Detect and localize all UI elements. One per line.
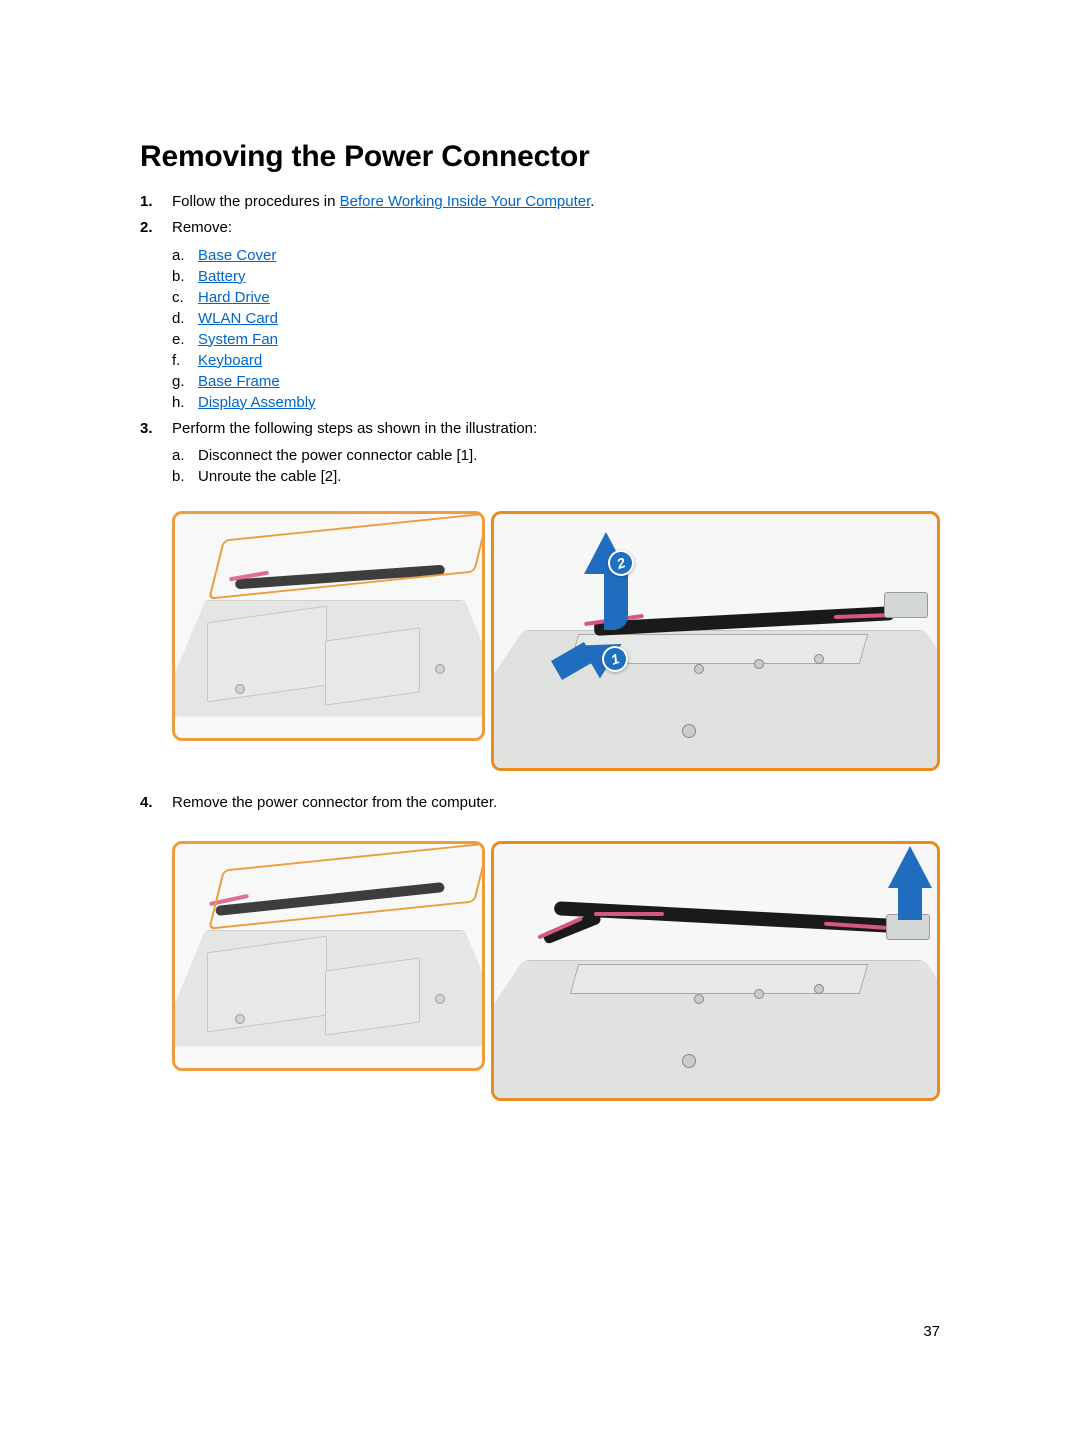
step-4: Remove the power connector from the comp… [140,793,940,1101]
figure-1-detail: 1 2 [491,511,940,771]
sub-wlan-card: WLAN Card [172,308,940,329]
step-3: Perform the following steps as shown in … [140,419,940,771]
figure-2-overview [172,841,485,1071]
page-number: 37 [923,1323,940,1340]
sub-base-frame: Base Frame [172,371,940,392]
link-wlan-card[interactable]: WLAN Card [198,310,278,327]
sub-unroute: Unroute the cable [2]. [172,466,940,487]
link-before-working[interactable]: Before Working Inside Your Computer [340,193,591,210]
page-heading: Removing the Power Connector [140,140,940,174]
sub-disconnect: Disconnect the power connector cable [1]… [172,445,940,466]
step-1-suffix: . [590,193,594,210]
link-base-frame[interactable]: Base Frame [198,373,280,390]
procedure-list: Follow the procedures in Before Working … [140,192,940,1101]
step-1-prefix: Follow the procedures in [172,193,340,210]
link-base-cover[interactable]: Base Cover [198,247,276,264]
sub-keyboard: Keyboard [172,350,940,371]
step-4-text: Remove the power connector from the comp… [172,794,497,811]
sub-hard-drive: Hard Drive [172,287,940,308]
link-display-assembly[interactable]: Display Assembly [198,394,316,411]
figure-1-overview [172,511,485,741]
sub-base-cover: Base Cover [172,245,940,266]
remove-sublist: Base Cover Battery Hard Drive WLAN Card … [172,245,940,413]
step-3-label: Perform the following steps as shown in … [172,420,537,437]
step-1: Follow the procedures in Before Working … [140,192,940,212]
figure-row-2 [172,841,940,1101]
sub-system-fan: System Fan [172,329,940,350]
step-2-label: Remove: [172,219,232,236]
link-hard-drive[interactable]: Hard Drive [198,289,270,306]
sub-battery: Battery [172,266,940,287]
figure-2-detail [491,841,940,1101]
figure-row-1: 1 2 [172,511,940,771]
link-keyboard[interactable]: Keyboard [198,352,262,369]
link-battery[interactable]: Battery [198,268,246,285]
step-3-sublist: Disconnect the power connector cable [1]… [172,445,940,487]
sub-display-assembly: Display Assembly [172,392,940,413]
step-2: Remove: Base Cover Battery Hard Drive WL… [140,218,940,412]
sub-unroute-text: Unroute the cable [2]. [198,468,341,485]
link-system-fan[interactable]: System Fan [198,331,278,348]
sub-disconnect-text: Disconnect the power connector cable [1]… [198,447,477,464]
